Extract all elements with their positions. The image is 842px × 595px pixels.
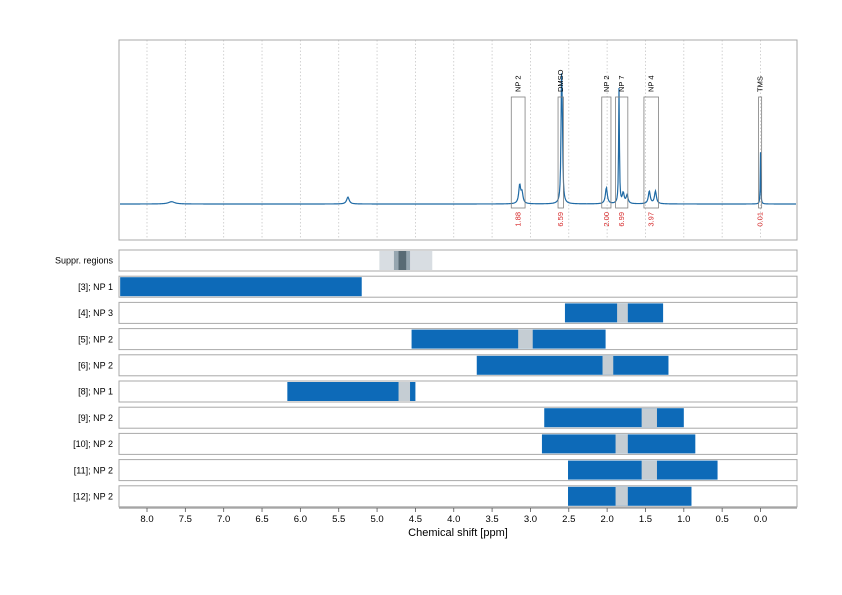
x-tick-label: 0.5	[716, 514, 729, 525]
row-frame	[118, 249, 798, 272]
region-bar	[476, 355, 669, 375]
row-label: [12]; NP 2	[73, 492, 113, 502]
x-tick-label: 2.5	[562, 514, 575, 525]
region-row: [4]; NP 3	[78, 301, 798, 324]
x-tick-label: 3.0	[524, 514, 537, 525]
row-label: [9]; NP 2	[78, 413, 113, 423]
row-frame	[118, 406, 798, 429]
x-tick-label: 7.0	[217, 514, 230, 525]
annotation-label: NP 7	[617, 75, 626, 92]
row-label: [3]; NP 1	[78, 282, 113, 292]
region-bar	[411, 329, 606, 349]
x-tick-label: 1.5	[639, 514, 652, 525]
x-tick-label: 4.5	[409, 514, 422, 525]
integral-value: 6.59	[556, 212, 565, 227]
grid-lines	[146, 40, 761, 240]
x-axis-title: Chemical shift [ppm]	[408, 527, 508, 539]
region-row: [5]; NP 2	[78, 328, 798, 351]
integral-value: 0.01	[756, 212, 765, 227]
row-frame	[118, 301, 798, 324]
x-tick-label: 3.5	[485, 514, 498, 525]
integral-value: 3.97	[647, 212, 656, 227]
row-label: Suppr. regions	[55, 256, 114, 266]
region-gap	[518, 329, 533, 349]
region-row: [12]; NP 2	[73, 485, 798, 508]
region-rows: Suppr. regions [3]; NP 1 [4]; NP 3 [5]; NP …	[55, 249, 798, 508]
x-tick-label: 5.0	[370, 514, 383, 525]
x-tick-label: 4.0	[447, 514, 460, 525]
region-gap	[615, 434, 628, 454]
annotation-box	[615, 96, 629, 209]
x-tick-label: 1.0	[677, 514, 690, 525]
row-frame	[118, 485, 798, 508]
x-tick-label: 6.0	[294, 514, 307, 525]
annotation-label: NP 2	[514, 75, 523, 92]
region-row: [8]; NP 1	[78, 380, 798, 403]
x-tick-label: 2.0	[601, 514, 614, 525]
peak-annotations: NP 2 1.88 DMSO 6.59 NP 2 2.00 NP 7 6.99 NP 4 3.97…	[510, 69, 765, 227]
integral-value: 6.99	[617, 212, 626, 227]
region-bar	[544, 408, 684, 428]
annotation-box	[643, 96, 659, 209]
x-tick-label: 0.0	[754, 514, 767, 525]
annotation-box	[510, 96, 526, 209]
row-frame	[118, 354, 798, 377]
spectrum-panel	[118, 39, 798, 241]
annotation-label: DMSO	[556, 69, 565, 92]
x-axis: 8.0 7.5 7.0 6.5 6.0 5.5 5.0 4.5 4.0 3.5 3.0 2.5 2.0 1…	[119, 507, 797, 525]
x-tick-label: 7.5	[179, 514, 192, 525]
annotation-label: NP 4	[647, 75, 656, 92]
row-label: [6]; NP 2	[78, 361, 113, 371]
annotation-box	[601, 96, 612, 209]
region-bar	[564, 303, 664, 323]
region-bar	[568, 486, 692, 506]
spectrum-layer	[120, 73, 796, 205]
region-row: [6]; NP 2	[78, 354, 798, 377]
region-gap	[398, 382, 411, 401]
row-label: [11]; NP 2	[74, 465, 113, 475]
spectrum-line	[120, 73, 796, 205]
row-label: [8]; NP 1	[78, 387, 113, 397]
annotation-box	[557, 96, 564, 209]
region-gap	[615, 486, 628, 506]
suppression-band	[398, 251, 407, 270]
region-row: [9]; NP 2	[78, 406, 798, 429]
region-gap	[641, 460, 657, 480]
region-gap	[602, 355, 614, 375]
region-gap	[617, 303, 628, 323]
region-bar	[287, 382, 416, 401]
row-label: [5]; NP 2	[78, 334, 113, 344]
region-row: Suppr. regions	[55, 249, 798, 272]
row-frame	[118, 380, 798, 403]
region-row: [10]; NP 2	[73, 432, 798, 455]
x-tick-label: 6.5	[255, 514, 268, 525]
annotation-label: TMS	[756, 76, 765, 92]
annotation-label: NP 2	[602, 75, 611, 92]
x-tick-label: 5.5	[332, 514, 345, 525]
integral-value: 2.00	[602, 212, 611, 227]
row-label: [10]; NP 2	[73, 439, 113, 449]
region-bar	[120, 277, 362, 297]
region-row: [3]; NP 1	[78, 275, 798, 298]
annotation-box	[758, 96, 763, 209]
row-label: [4]; NP 3	[78, 308, 113, 318]
region-row: [11]; NP 2	[74, 459, 798, 482]
x-tick-label: 8.0	[140, 514, 153, 525]
integral-value: 1.88	[514, 212, 523, 227]
region-gap	[641, 408, 657, 428]
